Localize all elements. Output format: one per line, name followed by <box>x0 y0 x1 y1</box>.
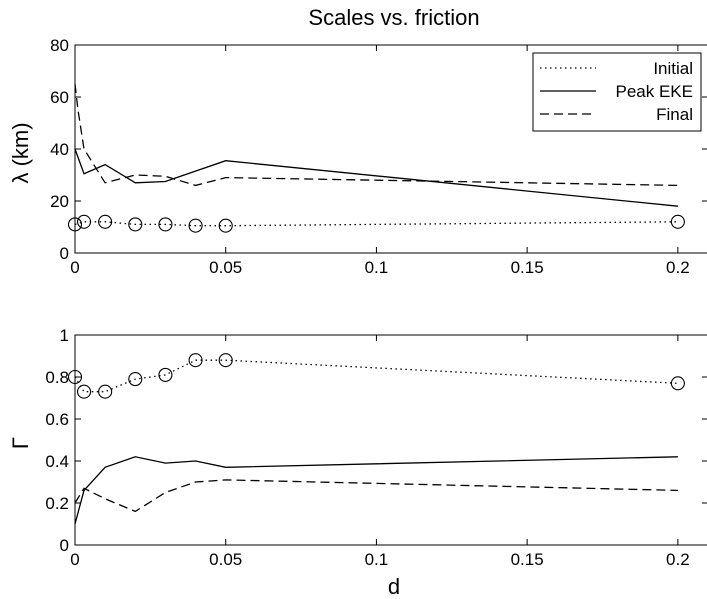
bottom-series-line-dotted <box>74 359 678 393</box>
bottom-y-tick-label: 1 <box>60 326 69 345</box>
bottom-data-point <box>128 372 143 387</box>
bottom-x-tick-label: 0 <box>70 550 79 569</box>
top-y-tick-label: 60 <box>50 88 69 107</box>
legend-label-final: Final <box>656 105 693 124</box>
bottom-series-line-solid <box>74 456 678 525</box>
top-data-point <box>670 214 685 229</box>
legend-label-initial: Initial <box>653 59 693 78</box>
bottom-x-axis-label: d <box>388 574 400 599</box>
legend-box <box>532 52 702 132</box>
bottom-data-point <box>670 376 685 391</box>
top-y-tick-label: 0 <box>60 244 69 263</box>
bottom-data-point <box>98 384 113 399</box>
top-panel: 0 0.05 0.1 0.15 0.2 0 20 40 60 80 <box>50 36 707 277</box>
bottom-y-tick-label: 0.8 <box>45 368 69 387</box>
bottom-data-point <box>76 384 92 399</box>
bottom-y-tick-label: 0.2 <box>45 494 69 513</box>
bottom-x-tick-label: 0.1 <box>365 550 389 569</box>
top-data-point <box>128 217 143 232</box>
legend: Initial Peak EKE Final <box>532 52 702 132</box>
top-data-point <box>218 218 233 233</box>
bottom-plot-area <box>74 334 707 546</box>
top-x-tick-label: 0.15 <box>511 258 544 277</box>
top-x-tick-label: 0.05 <box>209 258 242 277</box>
bottom-y-tick-label: 0.4 <box>45 452 69 471</box>
top-y-tick-label: 40 <box>50 140 69 159</box>
bottom-x-tick-label: 0.2 <box>666 550 690 569</box>
top-data-point <box>76 214 92 229</box>
bottom-y-axis-label: Γ <box>8 437 33 449</box>
legend-label-peak-eke: Peak EKE <box>616 82 694 101</box>
top-data-point <box>158 217 173 232</box>
bottom-x-tick-label: 0.05 <box>209 550 242 569</box>
top-y-tick-label: 20 <box>50 192 69 211</box>
top-data-point <box>98 214 113 229</box>
chart-title: Scales vs. friction <box>308 5 479 30</box>
top-y-tick-label: 80 <box>50 36 69 55</box>
bottom-data-point <box>158 367 173 382</box>
top-series-line-dotted <box>74 221 678 227</box>
bottom-y-tick-label: 0 <box>60 536 69 555</box>
bottom-series-line-dashed <box>74 479 678 513</box>
top-data-point <box>188 218 203 233</box>
bottom-data-point <box>188 353 203 368</box>
bottom-data-point <box>67 369 83 385</box>
top-x-tick-label: 0.1 <box>365 258 389 277</box>
top-y-axis-label: λ (km) <box>8 122 33 183</box>
bottom-panel: 0 0.05 0.1 0.15 0.2 0 0.2 0.4 0.6 0.8 1 <box>45 326 707 569</box>
bottom-data-point <box>218 353 233 368</box>
top-data-point <box>67 217 83 232</box>
top-x-tick-label: 0.2 <box>666 258 690 277</box>
bottom-x-tick-label: 0.15 <box>511 550 544 569</box>
top-series-line-solid <box>74 148 678 207</box>
top-x-tick-label: 0 <box>70 258 79 277</box>
bottom-y-tick-label: 0.6 <box>45 410 69 429</box>
